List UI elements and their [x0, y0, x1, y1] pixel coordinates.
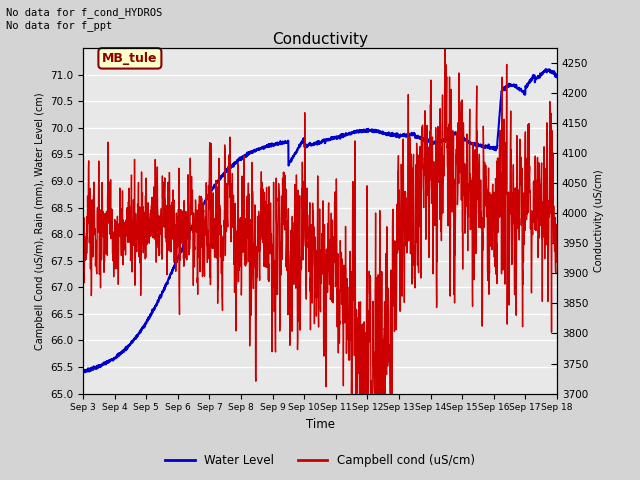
Text: MB_tule: MB_tule	[102, 52, 157, 65]
Text: No data for f_cond_HYDROS
No data for f_ppt: No data for f_cond_HYDROS No data for f_…	[6, 7, 163, 31]
Title: Conductivity: Conductivity	[272, 32, 368, 47]
X-axis label: Time: Time	[305, 418, 335, 431]
Legend: Water Level, Campbell cond (uS/cm): Water Level, Campbell cond (uS/cm)	[161, 449, 479, 472]
Y-axis label: Conductivity (uS/cm): Conductivity (uS/cm)	[593, 169, 604, 272]
Y-axis label: Campbell Cond (uS/m), Rain (mm), Water Level (cm): Campbell Cond (uS/m), Rain (mm), Water L…	[35, 92, 45, 349]
